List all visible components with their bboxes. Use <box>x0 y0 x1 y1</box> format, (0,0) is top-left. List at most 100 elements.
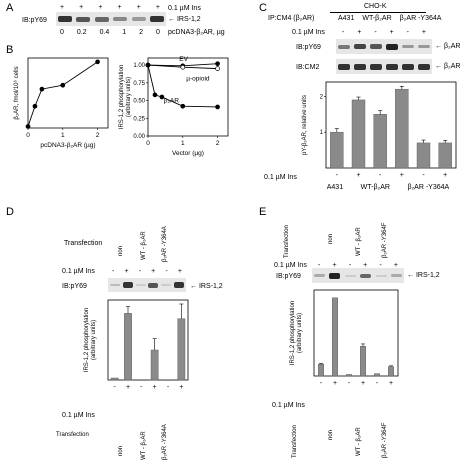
ins-sign: + <box>153 384 157 391</box>
bar <box>124 313 132 381</box>
panel-c-ins-sign-3: + <box>389 29 394 36</box>
panel-d-ins-label: 0.1 µM Ins <box>62 268 95 275</box>
y-axis-label: IRS-1,2 phosphorylation(arbitrary units) <box>119 65 132 129</box>
panel-e-group-non: non <box>328 233 334 244</box>
ins-sign: + <box>389 380 393 387</box>
panel-a-dose-5: 0 <box>156 29 160 36</box>
data-point <box>180 64 186 70</box>
y-tick-label: 2 <box>320 94 324 100</box>
panel-d-ins-signs: - + - + - + <box>112 268 182 275</box>
y-axis-label: IRS-1,2 phosphorylation(arbitrary units) <box>290 301 303 365</box>
x-axis-label: Vector (µg) <box>172 150 204 157</box>
panel-c-bottom-group-wt: WT-β₂AR <box>360 184 390 191</box>
bar <box>373 114 387 169</box>
data-point <box>95 59 100 65</box>
panel-d-bottom-group-wt: WT - β₂AR <box>141 431 147 460</box>
panel-a-dose-1: 0.2 <box>76 29 87 36</box>
series-label-ev: EV <box>179 56 188 63</box>
data-point <box>25 124 31 129</box>
panel-e-bottom-ins-label: 0.1 µM Ins <box>272 402 305 409</box>
ins-sign: + <box>126 384 130 391</box>
panel-a-dose-0: 0 <box>60 29 64 36</box>
panel-c-cho-label: CHO-K <box>364 3 387 10</box>
y-axis-label: β₂AR, fmol/10⁶ cells <box>13 66 20 119</box>
panel-a-ins-signs: + + + + + + <box>60 4 160 11</box>
ins-sign: - <box>376 380 379 387</box>
y-tick-label: 1 <box>320 130 324 136</box>
panel-e-bottom-group-non: non <box>328 429 334 440</box>
ins-sign: + <box>361 380 365 387</box>
plot-frame <box>313 289 399 377</box>
bar <box>318 364 325 377</box>
panel-c-group-a431: A431 <box>338 15 355 22</box>
panel-e-ins-sign-1: + <box>332 262 337 269</box>
panel-c-bottom-ins-label: 0.1 µM Ins <box>264 174 297 181</box>
x-tick-label: 1 <box>61 132 65 139</box>
panel-e-ins-label: 0.1 µM Ins <box>274 262 307 269</box>
data-point <box>215 104 220 110</box>
panel-c-letter: C <box>259 2 267 14</box>
series-line <box>27 61 98 127</box>
bar <box>177 318 186 381</box>
series-line <box>147 64 218 108</box>
panel-c-ins-sign-0: - <box>342 29 345 36</box>
panel-c-bottom-group-y364a: β₂AR -Y364A <box>407 184 450 191</box>
ins-sign: + <box>443 172 447 179</box>
panel-d-group-y364a: β₂AR -Y364A <box>162 226 168 262</box>
data-point <box>159 94 165 100</box>
panel-a-dose-2: 0.4 <box>99 29 110 36</box>
data-point <box>60 82 66 88</box>
panel-c-blot-2 <box>336 59 432 74</box>
y-tick-label: 0.25 <box>133 116 145 122</box>
panel-d-ins-sign-5: + <box>177 268 182 275</box>
data-point <box>39 86 45 92</box>
chart-b-right: 0 1 2 0.00 0.25 0.50 0.75 1.00 Vector (µg) IRS-1,… <box>119 56 229 157</box>
bar <box>345 374 352 377</box>
panel-d-transfection-label: Transfection <box>64 240 103 247</box>
bar <box>359 346 366 377</box>
x-tick-label: 0 <box>146 140 150 147</box>
panel-d-ins-sign-1: + <box>124 268 129 275</box>
panel-e-ins-sign-2: - <box>348 262 352 269</box>
panel-c-ins-sign-2: - <box>374 29 377 36</box>
panel-a-dose-4: 2 <box>139 29 144 36</box>
panel-c-groups: A431 WT-β₂AR β₂AR -Y364A <box>338 15 441 22</box>
bar <box>373 373 380 377</box>
ins-sign: - <box>336 172 339 179</box>
data-point <box>215 66 220 71</box>
panel-a-letter: A <box>6 2 14 14</box>
panel-e-bottom-group-y364f: β₂AR -Y364F <box>382 422 388 458</box>
series-label-mu-opioid: µ-opioid <box>186 76 210 83</box>
panel-a-dose-values: 0 0.2 0.4 1 2 0 <box>60 29 160 36</box>
panel-c-ins-sign-5: + <box>421 29 426 36</box>
panel-b-letter: B <box>6 44 14 56</box>
panel-a-ins-sign-4: + <box>136 4 141 11</box>
panel-d-ins-sign-2: - <box>138 268 142 275</box>
panel-a-blot <box>56 12 166 26</box>
panel-e-transfection-label: Transfection <box>284 225 290 258</box>
chart-d: - + - + - + IRS-1,2 phosphorylation(arbitrary … <box>84 299 189 391</box>
panel-e-ib-label: IB:pY69 <box>276 273 301 280</box>
ins-sign: + <box>400 172 404 179</box>
panel-a-ins-sign-2: + <box>98 4 103 11</box>
panel-c-ins-label: 0.1 µM Ins <box>292 29 325 36</box>
panel-a-dose-3: 1 <box>122 29 127 36</box>
panel-c-group-wt: WT-β₂AR <box>362 15 392 22</box>
ins-sign: + <box>333 380 337 387</box>
panel-e-group-wt: WT - β₂AR <box>356 227 362 256</box>
panel-c-group-y364a: β₂AR -Y364A <box>399 15 442 22</box>
bar <box>416 142 431 169</box>
ins-sign: - <box>113 384 116 391</box>
panel-c-ip-label: IP:CM4 (β₂AR) <box>268 15 315 22</box>
panel-d-ins-sign-4: - <box>165 268 168 275</box>
panel-d-ins-sign-3: + <box>151 268 156 275</box>
ins-sign: - <box>320 380 323 387</box>
panel-d-protein-label: ← IRS-1,2 <box>190 283 223 290</box>
panel-e-blot <box>312 268 404 283</box>
panel-c-ib2-label: IB:CM2 <box>296 64 320 71</box>
panel-c-cho-bracket <box>330 12 426 13</box>
panel-d-group-wt: WT - β₂AR <box>141 231 147 260</box>
panel-d-bottom-group-y364a: β₂AR -Y364A <box>162 424 168 460</box>
x-tick-label: 0 <box>26 132 30 139</box>
plot-frame <box>27 57 109 129</box>
